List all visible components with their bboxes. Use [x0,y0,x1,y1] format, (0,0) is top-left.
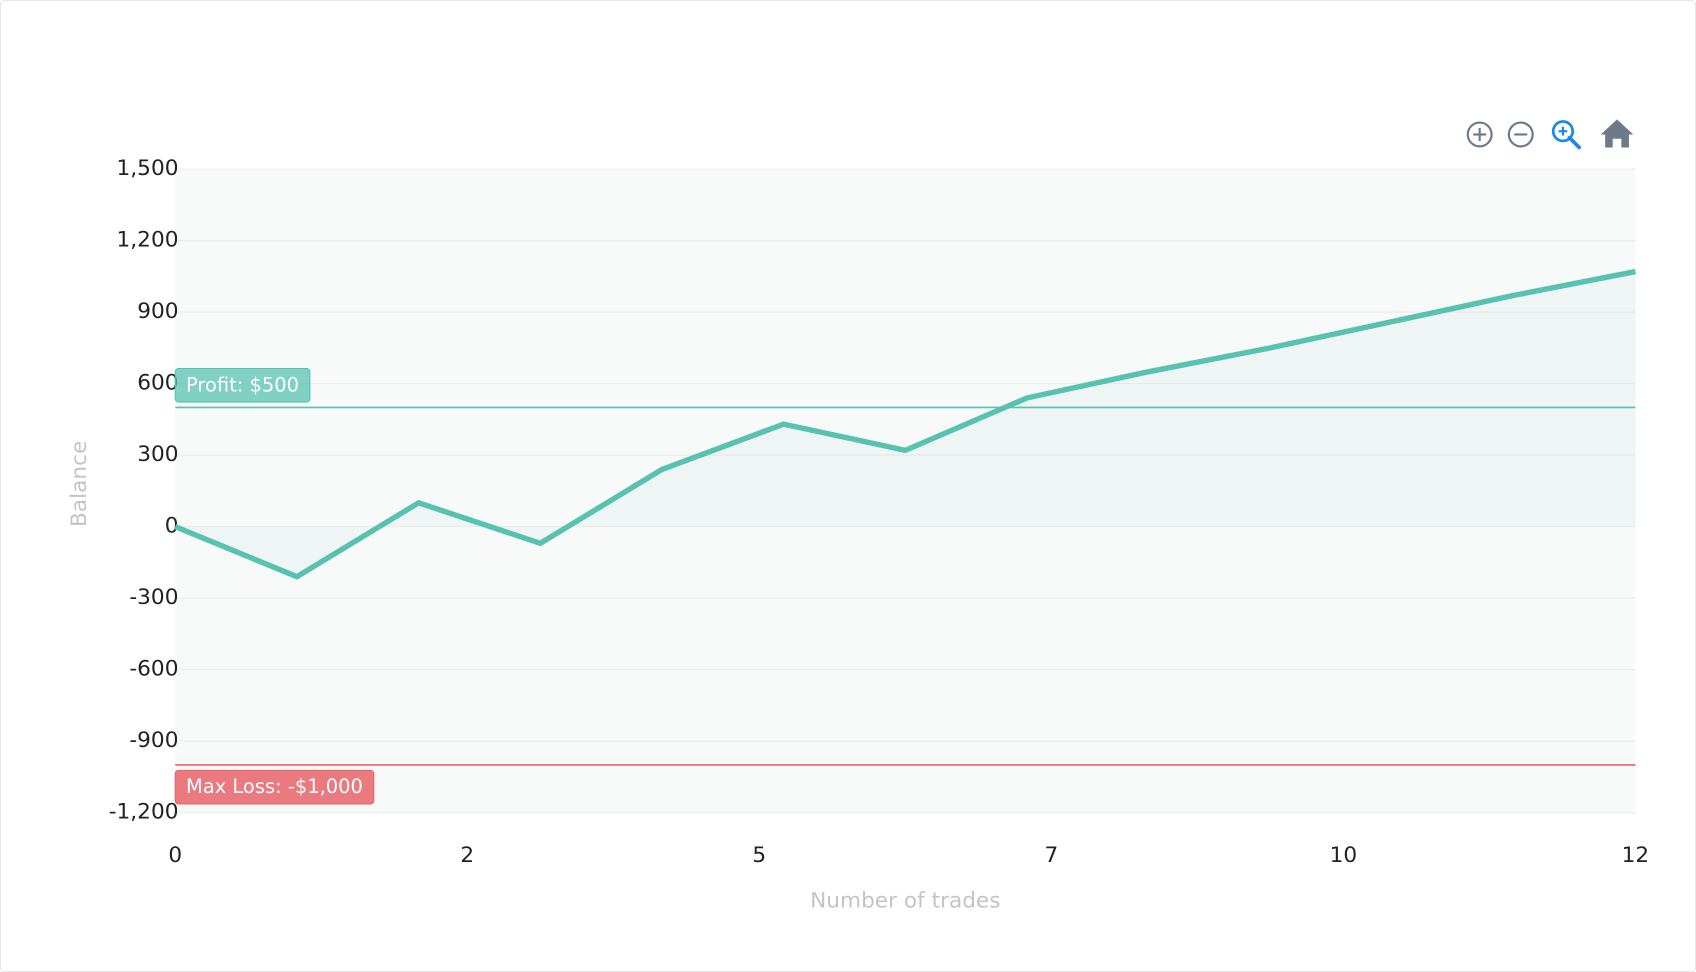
x-axis-title: Number of trades [810,888,1000,913]
annotation-label-box [174,367,311,403]
y-tick-label: 900 [137,299,178,324]
plot-background [175,169,1636,813]
annotation-label-text: Profit: $500 [186,373,299,396]
y-axis-title: Balance [67,441,92,527]
zoom-out-button[interactable] [1507,121,1534,148]
annotation-label-text: Max Loss: -$1,000 [186,775,363,798]
reset-zoom-button[interactable] [1600,119,1634,148]
annotation-label: Max Loss: -$1,000 [174,769,375,805]
y-tick-label: 1,200 [117,228,179,253]
y-tick-label: -600 [129,657,178,682]
y-tick-label: -900 [129,728,178,753]
zoom-in-button[interactable] [1466,121,1493,148]
selection-zoom-button[interactable] [1551,120,1582,150]
x-tick-label: 10 [1330,843,1358,868]
y-tick-label: 0 [165,514,179,539]
y-tick-label: -1,200 [109,800,179,825]
x-tick-label: 5 [752,843,766,868]
x-tick-label: 0 [168,843,182,868]
x-tick-label: 2 [460,843,474,868]
x-tick-label: 7 [1044,843,1058,868]
annotation-label-box [174,769,375,805]
balance-line [174,268,1636,580]
annotation-label: Profit: $500 [174,367,311,403]
y-tick-label: 300 [137,442,178,467]
y-tick-label: 600 [137,371,178,396]
y-tick-label: -300 [129,585,178,610]
toolbar [1466,119,1634,150]
x-tick-label: 12 [1622,843,1650,868]
y-tick-label: 1,500 [117,156,179,181]
